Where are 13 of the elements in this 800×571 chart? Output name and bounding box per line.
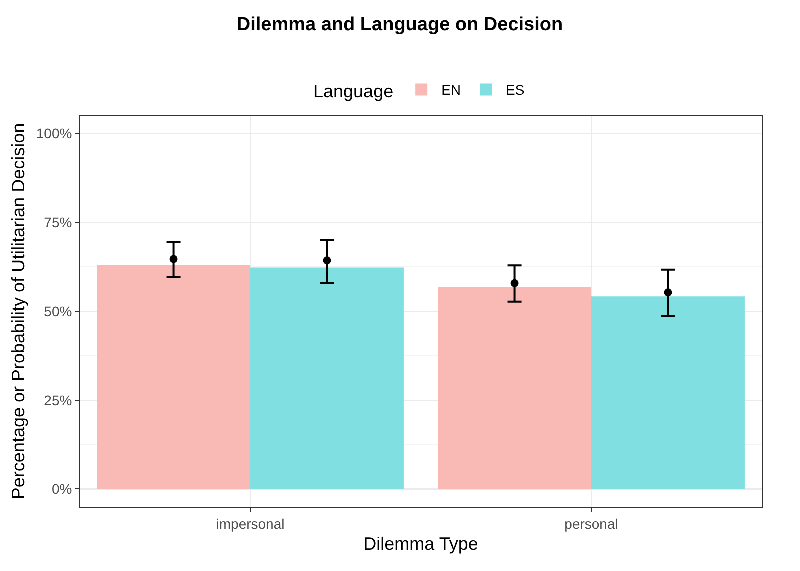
y-tick-label: 0% <box>52 481 72 498</box>
y-tick-label: 75% <box>44 214 72 231</box>
x-tick-label: personal <box>564 516 618 532</box>
y-axis-title: Percentage or Probability of Utilitarian Decision <box>8 123 29 500</box>
y-tick-label: 50% <box>44 303 72 320</box>
legend-title: Language <box>314 82 394 102</box>
y-tick-label: 100% <box>36 126 72 142</box>
legend-label: EN <box>442 82 462 98</box>
chart-title: Dilemma and Language on Decision <box>236 14 564 36</box>
legend-label: ES <box>506 82 525 98</box>
x-axis-title: Dilemma Type <box>364 534 478 554</box>
y-tick-label: 25% <box>44 392 72 408</box>
x-tick-label: impersonal <box>216 516 285 532</box>
